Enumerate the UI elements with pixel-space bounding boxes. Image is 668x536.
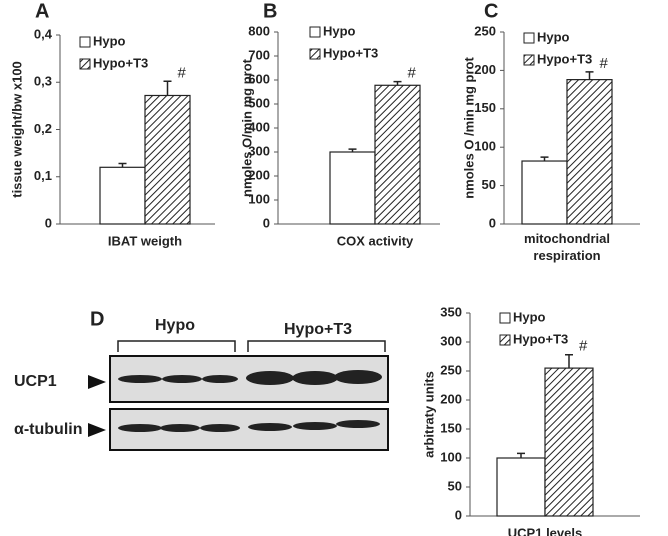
legend-label: Hypo <box>513 309 546 324</box>
bar <box>99 166 146 225</box>
bar <box>329 151 376 225</box>
y-tick-label: 0,2 <box>34 121 52 136</box>
legend-swatch <box>79 58 91 70</box>
row-label: UCP1 <box>14 373 57 390</box>
y-tick-label: 350 <box>440 304 462 319</box>
legend-label: Hypo <box>93 33 126 48</box>
y-tick-label: 300 <box>440 333 462 348</box>
error-bar <box>348 148 357 152</box>
error-bar <box>565 354 573 369</box>
error-bar <box>585 71 594 80</box>
y-tick-label: 100 <box>440 449 462 464</box>
y-tick-label: 50 <box>482 177 496 192</box>
y-tick-label: 200 <box>248 167 270 182</box>
y-axis-label: nmoles O/min mg prot <box>239 58 254 197</box>
y-tick-label: 600 <box>248 71 270 86</box>
legend-swatch <box>499 334 511 346</box>
bar <box>521 160 568 225</box>
legend-label: Hypo+T3 <box>513 331 568 346</box>
annotation: # <box>579 338 588 355</box>
y-tick-label: 150 <box>474 100 496 115</box>
legend-label: Hypo <box>537 29 570 44</box>
group-label: Hypo <box>155 317 195 334</box>
error-bar <box>393 80 402 86</box>
y-tick-label: 0,4 <box>34 26 53 41</box>
y-tick-label: 700 <box>248 47 270 62</box>
y-tick-label: 300 <box>248 143 270 158</box>
panel-letter: D <box>90 308 104 330</box>
error-bar <box>163 80 172 96</box>
annotation: # <box>600 55 609 72</box>
error-bar <box>118 162 127 168</box>
y-tick-label: 150 <box>440 420 462 435</box>
bands <box>118 370 382 432</box>
legend-label: Hypo <box>323 23 356 38</box>
y-axis-label: nmoles O /min mg prot <box>461 57 476 199</box>
bar <box>566 79 613 225</box>
bar <box>374 84 421 225</box>
legend-label: Hypo+T3 <box>93 55 148 70</box>
y-tick-label: 200 <box>474 62 496 77</box>
row-label: α-tubulin <box>14 421 82 438</box>
y-tick-label: 800 <box>248 23 270 38</box>
x-axis-label: UCP1 levels <box>508 525 582 536</box>
legend-swatch <box>523 54 535 66</box>
y-axis-label: arbitraty units <box>421 371 436 458</box>
bar <box>144 94 191 225</box>
y-tick-label: 100 <box>474 139 496 154</box>
legend-swatch <box>309 48 321 60</box>
y-tick-label: 250 <box>440 362 462 377</box>
y-tick-label: 0 <box>45 215 52 230</box>
group-label: Hypo+T3 <box>284 321 352 338</box>
y-tick-label: 200 <box>440 391 462 406</box>
y-tick-label: 0 <box>489 215 496 230</box>
x-axis-label: IBAT weigth <box>108 233 182 248</box>
y-tick-label: 0 <box>263 215 270 230</box>
y-tick-label: 0,3 <box>34 74 52 89</box>
legend-label: Hypo+T3 <box>537 51 592 66</box>
annotation: # <box>178 64 187 81</box>
group-bracket <box>117 340 386 352</box>
y-axis-label: tissue weight/bw x100 <box>9 61 24 198</box>
legend-swatch <box>499 312 511 324</box>
bar <box>544 367 594 517</box>
error-bar <box>540 156 549 162</box>
x-axis-label: mitochondrial respiration <box>524 231 610 263</box>
annotation: # <box>408 65 417 82</box>
panel-letter: B <box>263 0 277 22</box>
error-bar <box>517 452 525 458</box>
legend-swatch <box>309 26 321 38</box>
legend-swatch <box>523 32 535 44</box>
western-blot: D Hypo Hypo+T3 UCP1 α-tubulin <box>14 308 389 451</box>
y-tick-label: 500 <box>248 95 270 110</box>
x-axis-label: COX activity <box>337 233 414 248</box>
y-tick-label: 100 <box>248 191 270 206</box>
y-tick-label: 400 <box>248 119 270 134</box>
y-tick-label: 0 <box>455 507 462 522</box>
panel-letter: C <box>484 0 498 22</box>
bar <box>496 457 546 517</box>
y-tick-label: 50 <box>448 478 462 493</box>
panel-letter: A <box>35 0 49 22</box>
legend-label: Hypo+T3 <box>323 45 378 60</box>
y-tick-label: 250 <box>474 23 496 38</box>
y-tick-label: 0,1 <box>34 168 52 183</box>
arrow <box>88 375 106 437</box>
legend-swatch <box>79 36 91 48</box>
